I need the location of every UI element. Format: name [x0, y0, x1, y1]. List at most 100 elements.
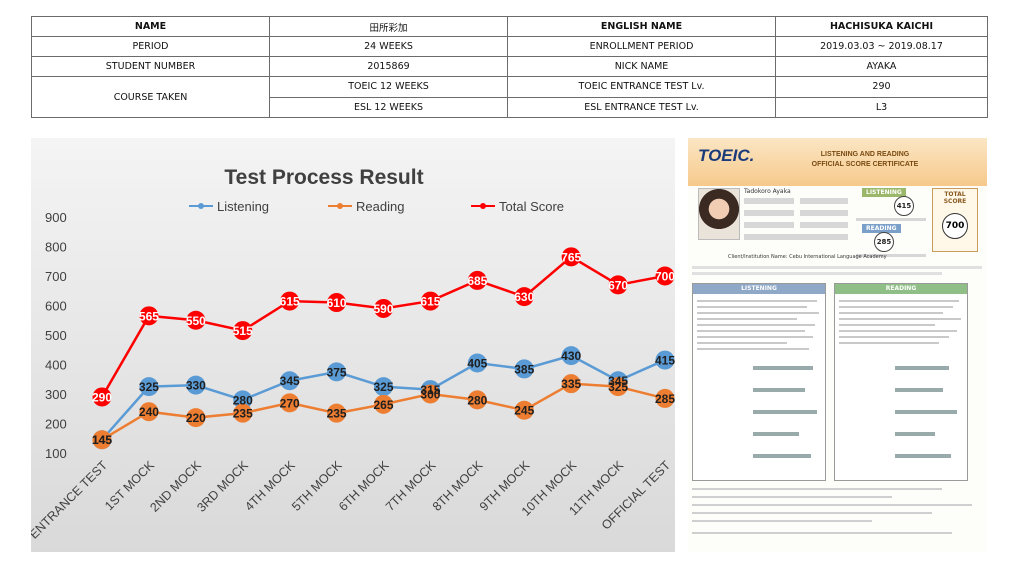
data-point-1-6: [374, 394, 393, 414]
legend-marker-2: [480, 203, 486, 209]
english-name-label: ENGLISH NAME: [507, 16, 776, 37]
data-label-0-4: 345: [280, 374, 300, 388]
data-point-2-0: [92, 387, 112, 407]
data-label-2-2: 550: [186, 314, 206, 328]
data-point-1-2: [186, 408, 206, 428]
info-row-period: PERIOD 24 WEEKS ENROLLMENT PERIOD 2019.0…: [31, 36, 988, 57]
listening-score: 415: [894, 196, 914, 216]
data-label-0-6: 325: [373, 380, 393, 394]
data-point-2-7: [420, 291, 440, 311]
data-label-0-1: 325: [139, 380, 159, 394]
data-point-2-5: [327, 293, 347, 313]
info-row-name: NAME 田所彩加 ENGLISH NAME HACHISUKA KAICHI: [31, 16, 988, 37]
enrollment-period-value: 2019.03.03 ~ 2019.08.17: [775, 36, 988, 57]
data-point-1-1: [139, 402, 159, 422]
data-point-2-4: [280, 291, 300, 311]
chart-panel: Test Process Result Listening Reading Total…: [31, 138, 675, 552]
data-label-1-3: 235: [233, 407, 253, 421]
data-point-0-5: [327, 362, 347, 382]
data-point-1-4: [280, 393, 300, 413]
name-value: 田所彩加: [269, 16, 508, 37]
listening-panel: LISTENING: [692, 283, 826, 481]
data-label-2-4: 615: [280, 295, 300, 309]
data-point-2-9: [514, 287, 534, 307]
data-label-1-10: 335: [561, 377, 581, 391]
total-score-box: TOTAL SCORE 700: [932, 188, 978, 252]
data-point-0-2: [186, 375, 206, 395]
legend-marker-0: [198, 203, 204, 209]
period-value: 24 WEEKS: [269, 36, 508, 57]
data-point-2-1: [139, 306, 159, 326]
data-label-2-9: 630: [514, 290, 534, 304]
data-label-2-8: 685: [467, 274, 487, 288]
data-point-0-3: [233, 390, 253, 410]
enrollment-period-label: ENROLLMENT PERIOD: [507, 36, 776, 57]
data-label-0-8: 405: [467, 357, 487, 371]
course-toeic: TOEIC 12 WEEKS: [269, 76, 508, 98]
legend-label-0: Listening: [217, 199, 269, 214]
data-point-1-3: [233, 403, 253, 423]
student-number-label: STUDENT NUMBER: [31, 56, 270, 77]
data-point-0-6: [374, 377, 393, 397]
data-point-0-1: [139, 377, 159, 397]
field-line: [800, 198, 848, 204]
field-line: [800, 210, 848, 216]
data-label-2-12: 700: [655, 270, 675, 284]
data-label-2-10: 765: [561, 250, 581, 264]
esl-entrance-label: ESL ENTRANCE TEST Lv.: [507, 96, 776, 118]
toeic-entrance-value: 290: [775, 76, 988, 98]
reading-panel: READING: [834, 283, 968, 481]
legend-marker-1: [337, 203, 343, 209]
data-point-1-11: [608, 377, 628, 397]
data-point-2-3: [233, 321, 253, 341]
y-tick-label: 800: [45, 240, 67, 255]
data-point-2-8: [467, 270, 487, 290]
course-esl: ESL 12 WEEKS: [269, 96, 508, 118]
total-score-label: TOTAL SCORE: [943, 191, 967, 205]
data-label-1-5: 235: [327, 407, 347, 421]
field-line: [744, 210, 794, 216]
name-label: NAME: [31, 16, 270, 37]
certificate-header: [688, 138, 987, 186]
x-tick-label: ENTRANCE TEST: [31, 458, 110, 542]
certificate-title-line2: OFFICIAL SCORE CERTIFICATE: [811, 161, 919, 168]
nick-name-label: NICK NAME: [507, 56, 776, 77]
y-tick-label: 300: [45, 387, 67, 402]
data-point-0-9: [514, 359, 534, 379]
data-label-0-12: 415: [655, 354, 675, 368]
certificate-title-line1: LISTENING AND READING: [820, 151, 910, 158]
toeic-entrance-label: TOEIC ENTRANCE TEST Lv.: [507, 76, 776, 98]
y-tick-label: 400: [45, 358, 67, 373]
info-row-course-1: COURSE TAKEN TOEIC 12 WEEKS TOEIC ENTRAN…: [31, 76, 988, 118]
data-label-0-2: 330: [186, 379, 206, 393]
field-line: [692, 272, 942, 275]
info-row-course-2: ESL 12 WEEKS ESL ENTRANCE TEST Lv. L3: [32, 96, 988, 118]
data-label-2-0: 290: [92, 390, 112, 404]
data-label-0-11: 345: [608, 374, 628, 388]
certificate-title: LISTENING AND READING OFFICIAL SCORE CER…: [760, 150, 970, 170]
nick-name-value: AYAKA: [775, 56, 988, 77]
data-label-0-7: 315: [420, 383, 440, 397]
data-label-0-0: 145: [92, 433, 112, 447]
data-label-0-5: 375: [327, 365, 347, 379]
reading-score: 285: [874, 232, 894, 252]
data-label-0-9: 385: [514, 362, 534, 376]
student-info-table: NAME 田所彩加 ENGLISH NAME HACHISUKA KAICHI …: [31, 16, 988, 118]
data-label-1-1: 240: [139, 405, 159, 419]
data-point-2-11: [608, 275, 628, 295]
data-label-2-6: 590: [373, 302, 393, 316]
data-point-1-5: [327, 403, 347, 423]
data-point-1-10: [561, 374, 581, 394]
data-point-1-0: [92, 430, 112, 450]
data-point-2-6: [374, 298, 393, 318]
student-number-value: 2015869: [269, 56, 508, 77]
data-label-1-12: 285: [655, 392, 675, 406]
data-point-2-10: [561, 247, 581, 267]
reading-panel-title: READING: [835, 284, 967, 294]
data-label-1-2: 220: [186, 411, 206, 425]
y-tick-label: 200: [45, 417, 67, 432]
field-line: [744, 222, 794, 228]
data-label-2-7: 615: [420, 295, 440, 309]
chart-title: Test Process Result: [224, 166, 423, 189]
data-label-2-11: 670: [608, 278, 628, 292]
